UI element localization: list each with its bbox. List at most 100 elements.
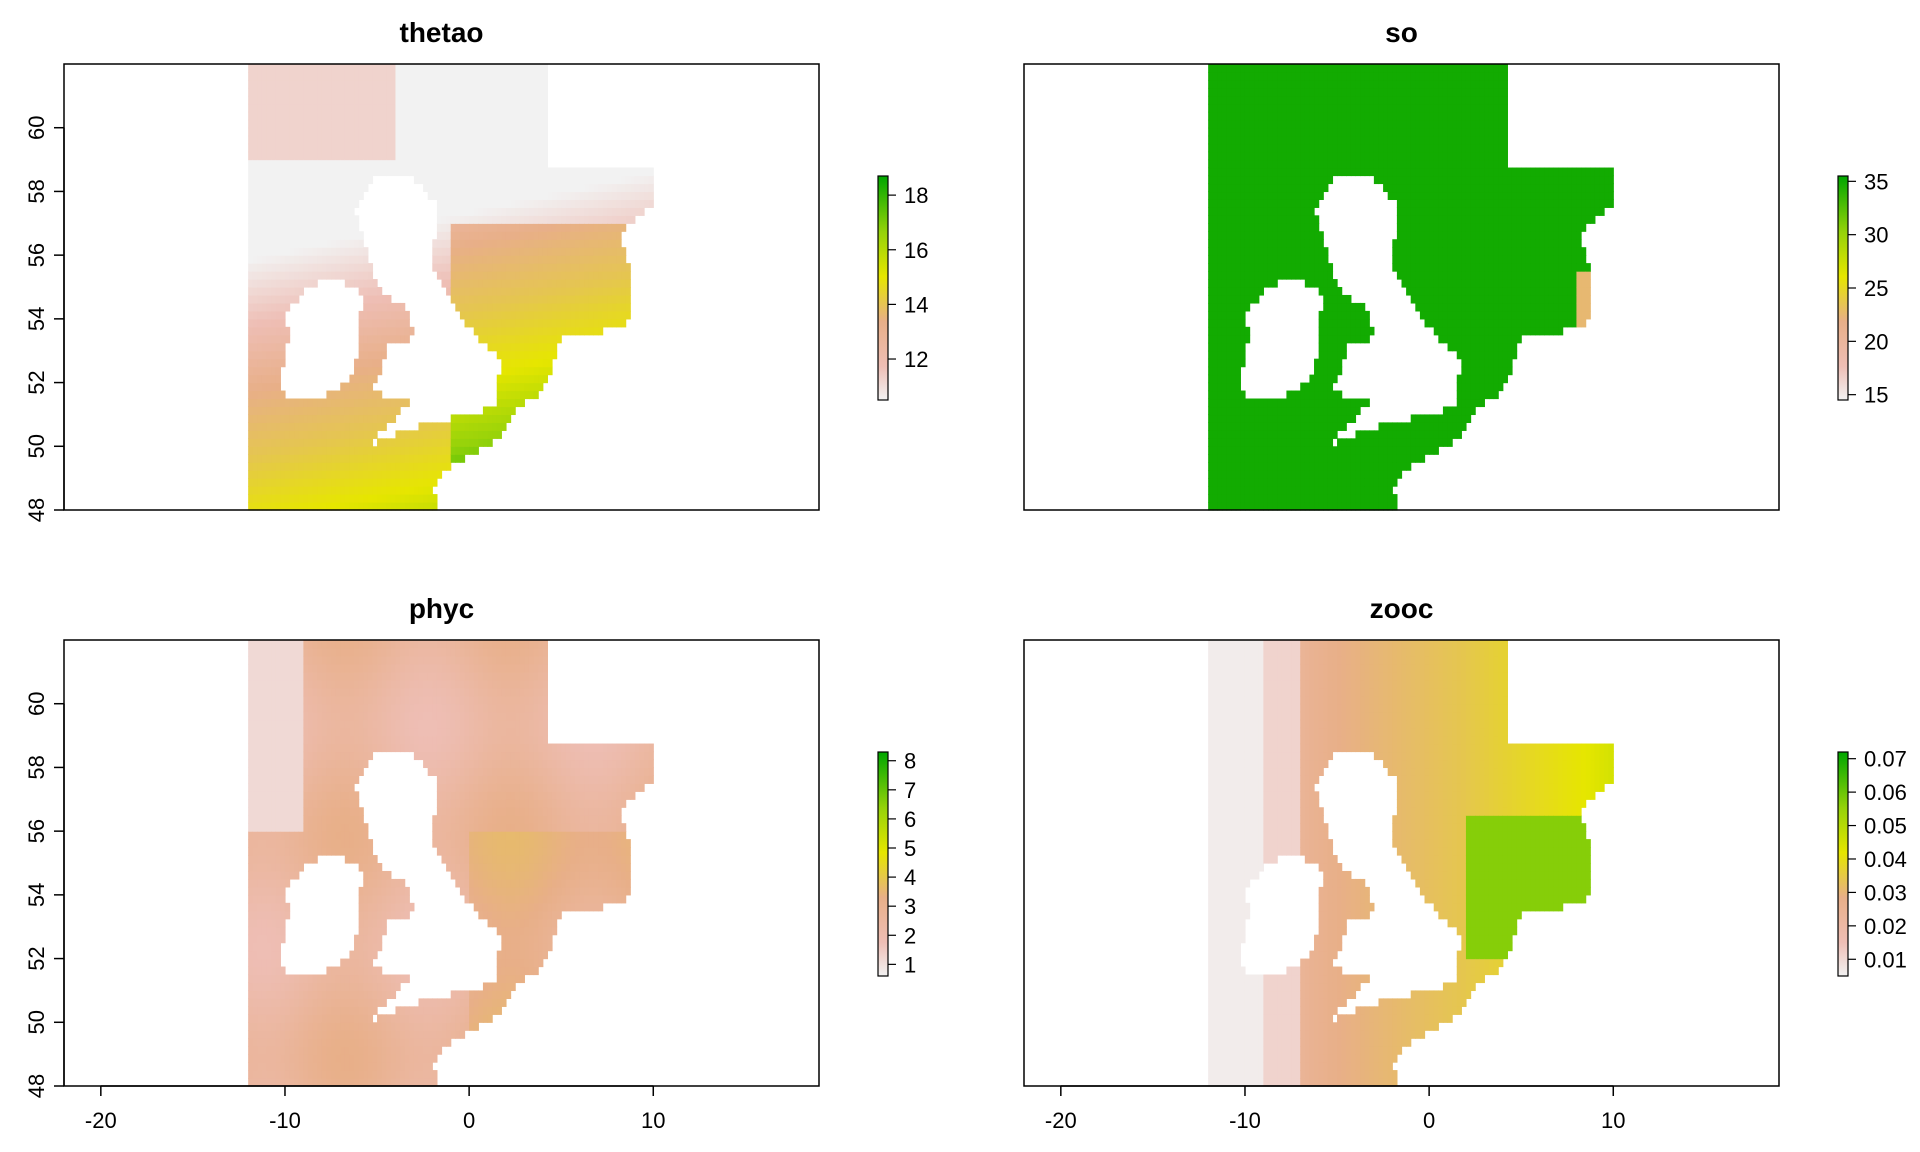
raster-cell — [561, 183, 567, 193]
raster-cell — [252, 382, 258, 392]
raster-cell — [478, 414, 484, 423]
raster-cell — [1286, 255, 1292, 264]
raster-cell — [1221, 454, 1228, 463]
raster-cell — [1346, 446, 1352, 455]
raster-cell — [404, 398, 410, 408]
raster-cell — [344, 207, 351, 216]
raster-cell — [1235, 215, 1241, 224]
raster-cell — [482, 263, 489, 272]
raster-cell — [607, 255, 613, 264]
raster-cell — [1212, 446, 1218, 455]
raster-cell — [1396, 71, 1403, 81]
raster-cell — [487, 294, 493, 304]
raster-cell — [271, 191, 277, 200]
raster-cell — [1258, 175, 1264, 185]
raster-cell — [565, 207, 572, 216]
raster-cell — [602, 231, 608, 240]
raster-cell — [307, 446, 314, 455]
raster-cell — [354, 103, 360, 113]
raster-cell — [598, 239, 604, 248]
raster-cell — [1217, 502, 1223, 511]
raster-cell — [579, 191, 585, 200]
raster-cell — [1300, 167, 1306, 177]
raster-cell — [1401, 135, 1407, 145]
raster-cell — [1272, 119, 1278, 129]
raster-cell — [1212, 103, 1218, 113]
raster-cell — [326, 175, 332, 185]
raster-cell — [519, 64, 525, 73]
raster-cell — [275, 294, 281, 304]
raster-cell — [372, 478, 378, 487]
raster-cell — [344, 406, 351, 416]
raster-cell — [418, 502, 424, 511]
raster-cell — [381, 151, 387, 161]
raster-cell — [1415, 207, 1421, 216]
raster-cell — [561, 223, 567, 232]
raster-cell — [271, 366, 277, 376]
raster-cell — [1383, 462, 1389, 471]
raster-cell — [248, 287, 254, 296]
raster-cell — [372, 462, 378, 471]
raster-cell — [496, 350, 502, 360]
raster-cell — [349, 239, 355, 248]
raster-cell — [482, 302, 489, 312]
raster-cell — [533, 103, 539, 113]
raster-cell — [372, 135, 378, 145]
raster-cell — [515, 64, 521, 73]
raster-cell — [363, 438, 369, 447]
raster-cell — [487, 406, 493, 416]
raster-cell — [538, 175, 544, 185]
raster-cell — [344, 231, 351, 240]
raster-cell — [464, 79, 470, 89]
raster-cell — [1235, 263, 1241, 272]
raster-cell — [1277, 64, 1283, 73]
raster-cell — [1406, 167, 1412, 177]
raster-cell — [1277, 175, 1283, 185]
raster-cell — [340, 64, 346, 73]
raster-cell — [616, 310, 622, 320]
raster-cell — [446, 79, 452, 89]
raster-cell — [1415, 111, 1421, 121]
raster-cell — [1332, 478, 1338, 487]
raster-cell — [427, 64, 433, 73]
raster-cell — [284, 255, 291, 264]
raster-cell — [248, 430, 254, 439]
raster-cell — [331, 95, 337, 105]
raster-cell — [1281, 406, 1288, 416]
raster-cell — [519, 151, 525, 161]
raster-cell — [248, 239, 254, 248]
raster-cell — [381, 326, 387, 336]
raster-cell — [1208, 342, 1214, 352]
raster-cell — [515, 207, 521, 216]
raster-cell — [372, 494, 378, 503]
raster-cell — [358, 271, 364, 280]
raster-cell — [1304, 470, 1311, 479]
raster-cell — [1291, 446, 1297, 455]
raster-cell — [1309, 422, 1315, 431]
raster-cell — [280, 438, 286, 447]
raster-cell — [1337, 167, 1343, 177]
raster-cell — [450, 103, 456, 113]
raster-cell — [326, 191, 332, 200]
raster-cell — [1373, 486, 1380, 495]
raster-cell — [1231, 167, 1237, 177]
raster-cell — [395, 398, 401, 408]
raster-cell — [611, 302, 618, 312]
raster-cell — [1235, 87, 1241, 97]
raster-cell — [1295, 462, 1301, 471]
raster-cell — [358, 398, 364, 408]
raster-cell — [1240, 239, 1246, 248]
raster-cell — [515, 143, 521, 153]
raster-cell — [303, 95, 309, 105]
raster-cell — [271, 494, 277, 503]
raster-cell — [271, 223, 277, 232]
raster-cell — [621, 287, 627, 296]
raster-cell — [446, 462, 452, 471]
raster-cell — [257, 302, 263, 312]
raster-cell — [1254, 95, 1260, 105]
raster-cell — [1208, 279, 1214, 288]
raster-cell — [275, 486, 281, 495]
raster-cell — [1383, 494, 1389, 503]
raster-cell — [533, 207, 539, 216]
raster-cell — [625, 191, 631, 200]
